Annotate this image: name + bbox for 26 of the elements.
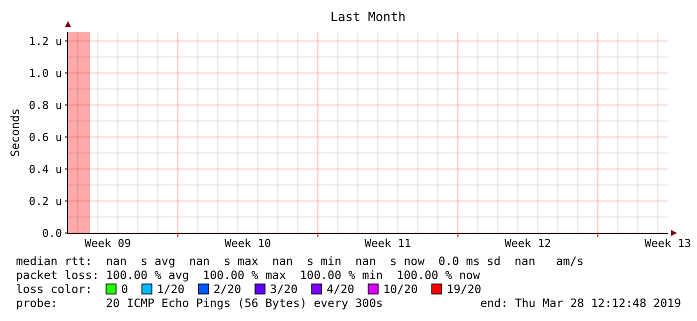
y-tick-label: 1.2 u [28,34,62,48]
y-tick-label: 0.2 u [28,194,62,208]
legend-label: 19/20 [446,282,482,296]
legend-title: loss color: [16,282,92,296]
y-tick-label: 0.6 u [28,130,62,144]
legend-label: 10/20 [383,282,418,296]
x-tick-label: Week 13 [644,237,692,250]
x-tick-label: Week 11 [364,237,412,250]
legend-label: 0 [121,282,128,296]
y-axis-title: Seconds [8,108,22,157]
chart-title: Last Month [330,9,406,24]
text: packet loss: 100.00 % avg 100.00 % max 100.00 % min 100.00 % now [16,268,480,282]
text: median rtt: nan s avg nan s max nan s min nan s now 0.0 ms sd nan am/s [16,254,584,268]
legend-label: 4/20 [326,282,354,296]
legend-label: 2/20 [213,282,242,296]
x-tick-label: Week 10 [224,237,272,250]
x-tick-label: Week 12 [504,237,552,250]
x-tick-label: Week 09 [84,237,132,250]
text: end: Thu Mar 28 12:12:48 2019 [480,296,682,310]
y-tick-label: 1.0 u [28,66,62,80]
text: probe: 20 ICMP Echo Pings (56 Bytes) every 300s [16,296,383,310]
legend-label: 1/20 [156,282,185,296]
y-tick-label: 0.0 [42,227,62,240]
legend-label: 3/20 [270,282,298,296]
y-tick-label: 0.8 u [28,98,62,112]
y-tick-label: 0.4 u [28,162,62,176]
